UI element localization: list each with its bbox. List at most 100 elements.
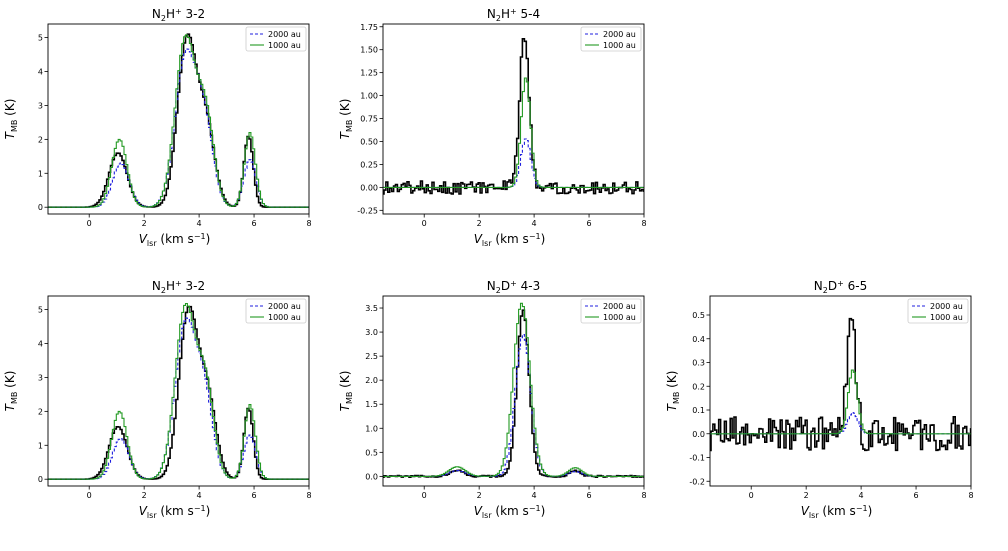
y-tick-label: 0.75 xyxy=(360,115,378,124)
y-tick-label: 0.3 xyxy=(692,359,705,368)
y-tick-label: 0.0 xyxy=(692,430,705,439)
ylabel-units: (K) xyxy=(338,371,352,392)
xlabel-units: (km s xyxy=(157,504,194,518)
y-tick-label: 0.0 xyxy=(365,472,378,481)
series-line-observed xyxy=(383,309,644,478)
ylabel-t: T xyxy=(3,130,17,139)
xlabel-close: ) xyxy=(206,232,211,246)
series-line-1000-au xyxy=(48,34,309,208)
y-tick-label: -0.1 xyxy=(689,454,705,463)
title-superscript: + xyxy=(510,7,517,16)
x-tick-label: 4 xyxy=(532,491,537,500)
title-superscript: + xyxy=(837,279,844,288)
chart-title: N2H+ 3-2 xyxy=(152,279,205,295)
y-axis-label: TMB (K) xyxy=(338,99,354,140)
xlabel-superscript: −1 xyxy=(194,232,206,241)
title-part: N xyxy=(487,279,496,293)
series-line-2000-au xyxy=(383,138,644,188)
y-tick-label: 1.25 xyxy=(360,69,378,78)
ylabel-subscript: MB xyxy=(345,392,354,404)
xlabel-close: ) xyxy=(541,232,546,246)
y-tick-label: 1 xyxy=(38,169,43,178)
xlabel-superscript: −1 xyxy=(856,504,868,513)
title-part: N xyxy=(152,279,161,293)
xlabel-v: V xyxy=(801,504,810,518)
xlabel-units: (km s xyxy=(819,504,856,518)
xlabel-subscript: lsr xyxy=(482,239,492,248)
plot-area xyxy=(383,38,644,195)
x-tick-label: 6 xyxy=(914,491,919,500)
title-part: 3-2 xyxy=(182,279,205,293)
x-tick-label: 4 xyxy=(197,219,202,228)
legend-label-2000au: 2000 au xyxy=(268,30,301,39)
y-tick-label: 2.0 xyxy=(365,376,378,385)
title-part: D xyxy=(501,279,510,293)
xlabel-v: V xyxy=(474,232,483,246)
title-part: H xyxy=(501,7,510,21)
legend-label-1000au: 1000 au xyxy=(603,41,636,50)
title-part: 5-4 xyxy=(517,7,540,21)
title-subscript: 2 xyxy=(823,286,828,295)
xlabel-v: V xyxy=(139,504,148,518)
plot-area xyxy=(48,33,309,208)
title-subscript: 2 xyxy=(496,14,501,23)
plot-area xyxy=(710,317,971,452)
title-superscript: + xyxy=(175,279,182,288)
x-tick-label: 4 xyxy=(859,491,864,500)
ylabel-units: (K) xyxy=(665,371,679,392)
legend-label-2000au: 2000 au xyxy=(603,302,636,311)
x-tick-label: 8 xyxy=(306,219,311,228)
ylabel-t: T xyxy=(665,402,679,411)
x-tick-label: 6 xyxy=(587,491,592,500)
x-axis-label: Vlsr (km s−1) xyxy=(474,504,546,520)
legend-label-2000au: 2000 au xyxy=(603,30,636,39)
y-tick-label: 0.00 xyxy=(360,183,378,192)
y-tick-label: 0.5 xyxy=(365,448,378,457)
legend-label-1000au: 1000 au xyxy=(268,41,301,50)
xlabel-close: ) xyxy=(541,504,546,518)
title-subscript: 2 xyxy=(161,14,166,23)
title-part: 4-3 xyxy=(517,279,540,293)
x-axis-label: Vlsr (km s−1) xyxy=(801,504,873,520)
y-tick-label: 0.25 xyxy=(360,160,378,169)
x-tick-label: 8 xyxy=(641,219,646,228)
y-tick-label: 5 xyxy=(38,34,43,43)
legend-label-2000au: 2000 au xyxy=(930,302,963,311)
xlabel-close: ) xyxy=(206,504,211,518)
y-tick-label: 2 xyxy=(38,407,43,416)
plot-area xyxy=(383,302,644,478)
y-tick-label: 3.5 xyxy=(365,304,378,313)
xlabel-units: (km s xyxy=(157,232,194,246)
y-axis-label: TMB (K) xyxy=(338,371,354,412)
x-tick-label: 2 xyxy=(477,491,482,500)
legend-label-1000au: 1000 au xyxy=(603,313,636,322)
chart-title: N2H+ 5-4 xyxy=(487,7,540,23)
y-tick-label: 1.00 xyxy=(360,92,378,101)
ylabel-subscript: MB xyxy=(10,120,19,132)
title-subscript: 2 xyxy=(161,286,166,295)
chart-panel: 0 2 4 6 8 -0.25 0.00 0.25 0.50 0.75 1.00 1.25 1.50 1.… xyxy=(338,7,647,248)
ylabel-units: (K) xyxy=(3,371,17,392)
xlabel-subscript: lsr xyxy=(809,511,819,520)
legend-label-1000au: 1000 au xyxy=(930,313,963,322)
ylabel-units: (K) xyxy=(3,99,17,120)
xlabel-superscript: −1 xyxy=(529,504,541,513)
axes-frame xyxy=(709,295,972,487)
axes-frame xyxy=(47,23,310,215)
title-subscript: 2 xyxy=(496,286,501,295)
title-part: 3-2 xyxy=(182,7,205,21)
series-line-1000-au xyxy=(48,302,309,480)
x-tick-label: 8 xyxy=(968,491,973,500)
title-part: N xyxy=(814,279,823,293)
y-tick-label: 2 xyxy=(38,135,43,144)
y-tick-label: 3 xyxy=(38,373,43,382)
title-superscript: + xyxy=(510,279,517,288)
x-tick-label: 6 xyxy=(252,219,257,228)
ylabel-t: T xyxy=(3,402,17,411)
y-tick-label: 3.0 xyxy=(365,328,378,337)
xlabel-superscript: −1 xyxy=(529,232,541,241)
